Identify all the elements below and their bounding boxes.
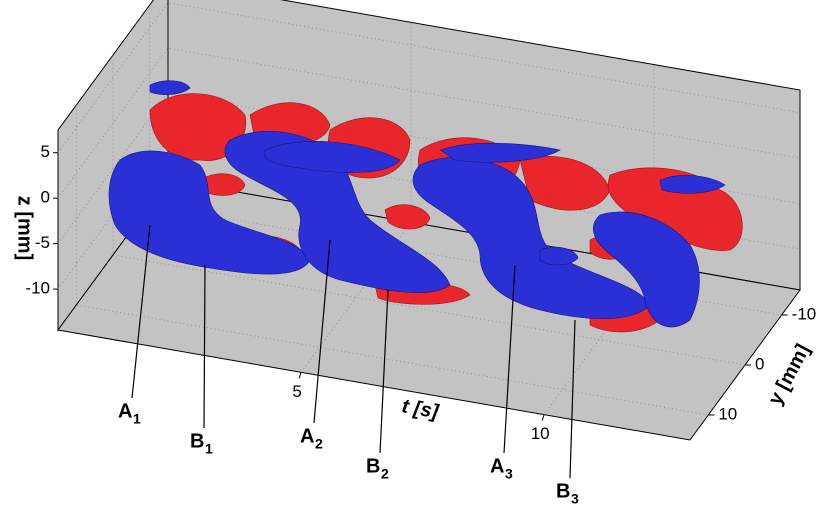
y-tick-label: 0	[755, 354, 764, 373]
z-tick-label: 0	[41, 188, 50, 207]
isosurface-blob	[384, 204, 431, 230]
isosurface-blob	[659, 175, 726, 194]
x-tick-label: 10	[531, 424, 550, 443]
isosurface-blob	[263, 141, 401, 173]
isosurface-blob	[592, 211, 700, 328]
annotation-subscript: 2	[381, 466, 389, 482]
annotation-label: A	[300, 425, 314, 447]
annotation-subscript: 3	[571, 491, 579, 507]
annotations: A 1B 1A 2B 2 A 3B 3	[118, 224, 579, 507]
tick-mark	[298, 372, 302, 379]
leader-line	[569, 319, 576, 479]
grid: 5 0 -5 -10 5 10 -10 0 10	[25, 2, 817, 443]
isosurfaces	[108, 80, 743, 333]
z-tick-label: 5	[41, 142, 50, 161]
annotation-label: B	[190, 430, 204, 452]
isosurface-blob	[199, 173, 246, 196]
y-tick-label: -10	[792, 304, 817, 323]
y-axis-label: y [mm]	[764, 341, 814, 409]
annotation-label: B	[556, 480, 570, 502]
isosurface-blob	[412, 157, 651, 319]
isosurface-blob	[149, 80, 191, 95]
leader-line	[203, 264, 206, 429]
z-tick-label: -10	[25, 279, 50, 298]
leader-line	[503, 264, 516, 454]
annotation-subscript: 1	[133, 411, 141, 427]
z-tick-label: -5	[35, 233, 50, 252]
annotation-subscript: 1	[205, 441, 213, 457]
x-axis-label: t [s]	[400, 395, 441, 423]
z-axis-label: z [mm]	[14, 196, 36, 260]
x-tick-label: 5	[292, 382, 301, 401]
annotation-label: A	[118, 400, 132, 422]
blue-structures	[108, 80, 726, 328]
isosurface-blob	[439, 142, 561, 163]
annotation-subscript: 2	[315, 436, 323, 452]
annotation-label: A	[490, 455, 504, 477]
leader-line	[313, 239, 331, 424]
leader-line	[379, 289, 389, 454]
annotation-label: B	[366, 455, 380, 477]
annotation-subscript: 3	[505, 466, 513, 482]
isosurface-blob	[539, 246, 579, 266]
leader-line	[131, 224, 151, 399]
y-tick-label: 10	[718, 404, 737, 423]
tick-mark	[541, 414, 545, 421]
